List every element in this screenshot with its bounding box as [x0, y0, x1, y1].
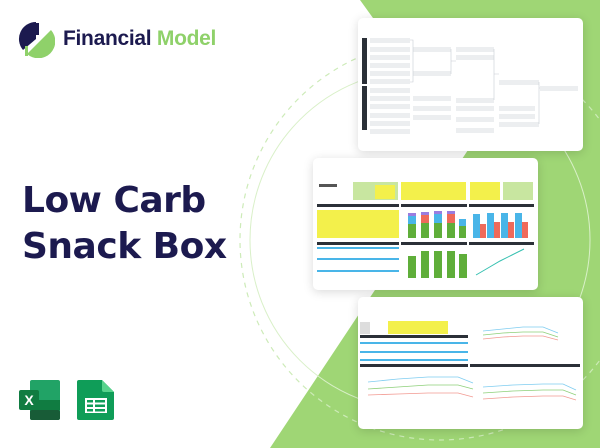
app-icons: X — [18, 378, 116, 422]
ratio-tree-diagram — [362, 38, 578, 134]
logo-icon — [18, 21, 55, 58]
title-line1: Low Carb — [22, 180, 206, 221]
page-title: Low Carb Snack Box — [22, 178, 227, 270]
brand-name-part1: Financial — [63, 27, 152, 50]
profitability-bars — [473, 213, 528, 238]
dashboard-thumbnail — [317, 182, 534, 278]
excel-letter: X — [24, 392, 34, 408]
cash-bars — [408, 251, 467, 278]
trend-line — [475, 248, 525, 276]
margin-charts-thumbnail — [360, 321, 580, 401]
title-line2: Snack Box — [22, 226, 227, 267]
dashboard-preview — [313, 158, 538, 290]
excel-icon: X — [19, 380, 60, 420]
brand-logo: Financial Model — [17, 20, 216, 58]
ratio-tree-preview — [358, 18, 583, 151]
brand-name-part2: Model — [156, 27, 217, 50]
margin-charts-preview — [358, 297, 583, 429]
brand-name: Financial Model — [63, 27, 216, 51]
google-sheets-icon — [77, 380, 114, 420]
stacked-bars — [408, 211, 466, 238]
